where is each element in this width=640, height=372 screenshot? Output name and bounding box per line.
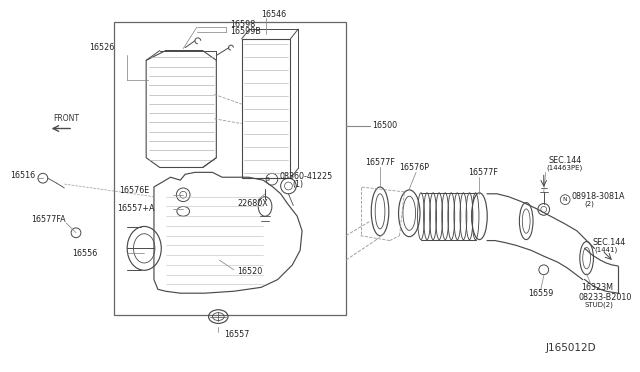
- Text: 16500: 16500: [372, 121, 397, 130]
- Text: 16576E: 16576E: [119, 186, 149, 195]
- Text: 16526: 16526: [89, 43, 114, 52]
- Text: 16577F: 16577F: [365, 158, 396, 167]
- Text: 16557: 16557: [224, 330, 250, 339]
- Text: 16577F: 16577F: [468, 168, 498, 177]
- Text: S: S: [266, 177, 270, 182]
- Text: 16520: 16520: [237, 267, 262, 276]
- Text: 16323M: 16323M: [580, 283, 612, 292]
- Text: 16546: 16546: [261, 10, 286, 19]
- Text: SEC.144: SEC.144: [548, 156, 582, 165]
- Bar: [242, 39, 291, 178]
- Text: 08918-3081A: 08918-3081A: [572, 192, 625, 201]
- Text: 16559: 16559: [528, 289, 554, 298]
- Text: (14463PE): (14463PE): [547, 164, 583, 171]
- Text: J165012D: J165012D: [546, 343, 596, 353]
- Text: FRONT: FRONT: [54, 114, 79, 123]
- Text: 16576P: 16576P: [399, 163, 429, 172]
- Text: 16599B: 16599B: [230, 26, 261, 36]
- Text: 16516: 16516: [10, 171, 35, 180]
- Text: (2): (2): [585, 200, 595, 207]
- Text: 08233-B2010: 08233-B2010: [579, 293, 632, 302]
- Text: 16557+A: 16557+A: [117, 204, 154, 213]
- Text: (1): (1): [292, 180, 303, 189]
- Text: STUD(2): STUD(2): [585, 302, 614, 308]
- Bar: [114, 22, 346, 315]
- Text: N: N: [562, 197, 566, 202]
- Text: (1441): (1441): [595, 246, 618, 253]
- Text: 16556: 16556: [72, 249, 97, 258]
- Text: 16577FA: 16577FA: [31, 215, 67, 224]
- Text: 16598: 16598: [230, 20, 255, 29]
- Text: 08360-41225: 08360-41225: [280, 172, 333, 181]
- Text: SEC.144: SEC.144: [593, 238, 626, 247]
- Text: 22680X: 22680X: [238, 199, 269, 208]
